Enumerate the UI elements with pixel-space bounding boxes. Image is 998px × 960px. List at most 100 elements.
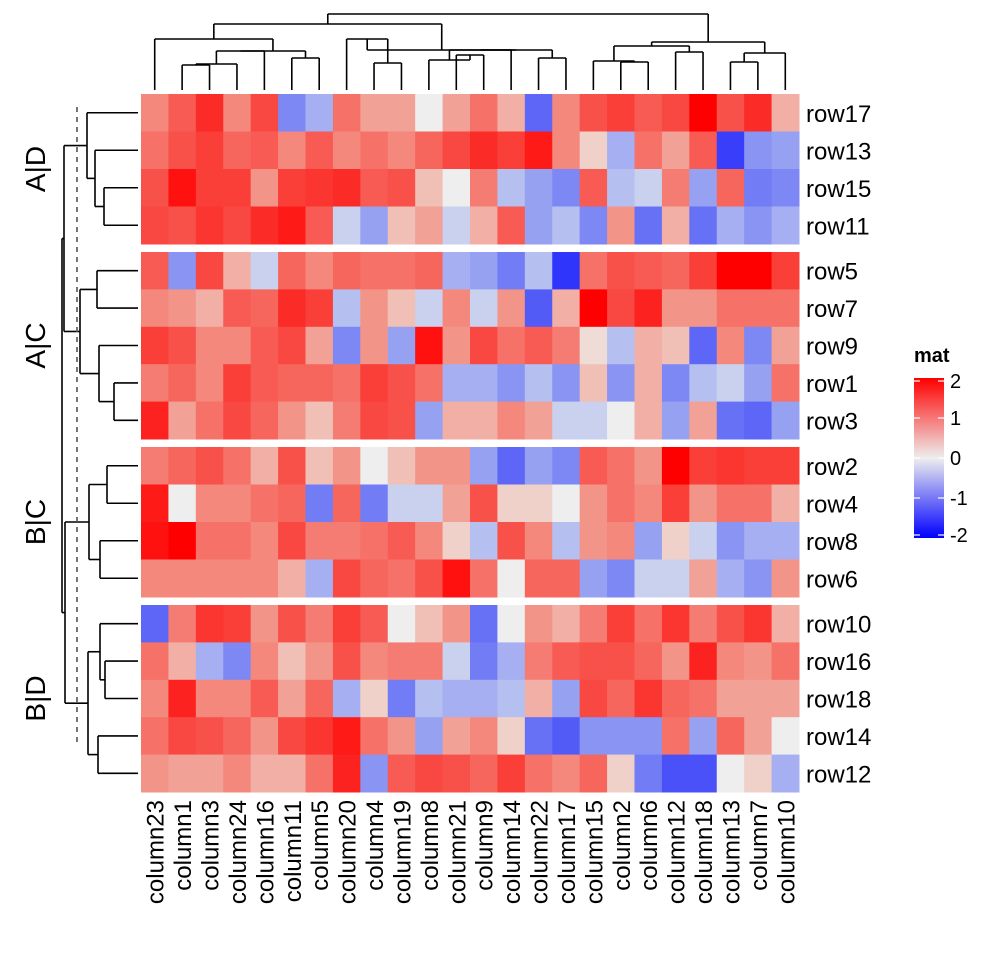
heatmap-cell	[168, 401, 197, 440]
heatmap-cell	[223, 679, 252, 718]
heatmap-cell	[634, 605, 663, 643]
heatmap-cell	[195, 605, 224, 643]
heatmap-cell	[223, 289, 252, 328]
heatmap-cell	[579, 717, 608, 756]
heatmap-cell	[360, 559, 389, 598]
heatmap-cell	[223, 559, 252, 598]
heatmap-cell	[524, 169, 553, 207]
column-dendrogram	[153, 13, 787, 90]
heatmap-cell	[195, 252, 224, 290]
heatmap-cell	[168, 559, 197, 598]
heatmap-cell	[771, 447, 800, 485]
heatmap-cell	[607, 326, 635, 365]
heatmap-cell	[524, 754, 553, 793]
heatmap-cell	[305, 401, 334, 440]
heatmap-cell	[607, 252, 635, 290]
heatmap-cell	[497, 131, 526, 170]
heatmap-cell	[415, 326, 444, 365]
heatmap-cell	[524, 289, 553, 328]
heatmap-cell	[442, 326, 471, 365]
heatmap-cell	[607, 364, 635, 403]
heatmap-cell	[689, 559, 718, 598]
heatmap-cell	[195, 559, 224, 598]
heatmap-cell	[278, 289, 306, 328]
row-split-label: A|D	[20, 146, 51, 192]
heatmap-cell	[332, 754, 361, 793]
heatmap-cell	[634, 522, 663, 560]
heatmap-cell	[661, 522, 690, 560]
legend-tick-label: 0	[950, 448, 961, 470]
heatmap-cell	[634, 717, 663, 756]
heatmap-cell	[168, 289, 197, 328]
heatmap-cell	[168, 94, 197, 132]
heatmap-cell	[360, 169, 389, 207]
heatmap-cell	[141, 605, 169, 643]
heatmap-cell	[716, 131, 745, 170]
heatmap-cell	[744, 447, 773, 485]
heatmap-cell	[387, 559, 416, 598]
heatmap-cell	[141, 94, 169, 132]
heatmap-cell	[360, 679, 389, 718]
color-legend: mat 2 1 0 -1 -2	[914, 345, 968, 547]
column-label: column23	[143, 800, 170, 904]
heatmap-cell	[716, 401, 745, 440]
legend-tick-label: 2	[950, 371, 961, 393]
row-label: row15	[806, 176, 871, 203]
column-label: column5	[307, 800, 334, 891]
heatmap-cell	[442, 364, 471, 403]
heatmap-cell	[744, 326, 773, 365]
heatmap-cell	[744, 717, 773, 756]
heatmap-cell	[634, 206, 663, 245]
heatmap-cell	[195, 169, 224, 207]
heatmap-cell	[360, 401, 389, 440]
heatmap-cell	[223, 326, 252, 365]
heatmap-cell	[141, 206, 169, 245]
heatmap-cell	[497, 679, 526, 718]
heatmap-cell	[607, 484, 635, 523]
heatmap-cell	[387, 642, 416, 681]
heatmap-cell	[141, 169, 169, 207]
heatmap-cell	[250, 559, 279, 598]
heatmap-cell	[634, 559, 663, 598]
heatmap-cell	[360, 206, 389, 245]
column-labels: column23 column1 column3 column24 column16 co…	[143, 800, 801, 904]
heatmap-cell	[442, 289, 471, 328]
heatmap-cell	[168, 679, 197, 718]
heatmap-cell	[607, 559, 635, 598]
heatmap-cell	[195, 642, 224, 681]
heatmap-cell	[579, 642, 608, 681]
heatmap-cell	[415, 559, 444, 598]
heatmap-cells	[141, 94, 800, 793]
heatmap-cell	[716, 642, 745, 681]
heatmap-cell	[415, 206, 444, 245]
heatmap-cell	[716, 169, 745, 207]
heatmap-cell	[195, 206, 224, 245]
heatmap-cell	[470, 206, 498, 245]
heatmap-cell	[278, 484, 306, 523]
heatmap-cell	[223, 206, 252, 245]
heatmap-cell	[771, 717, 800, 756]
heatmap-cell	[689, 364, 718, 403]
heatmap-cell	[141, 401, 169, 440]
heatmap-cell	[387, 447, 416, 485]
heatmap-cell	[442, 169, 471, 207]
heatmap-cell	[415, 484, 444, 523]
heatmap-cell	[552, 754, 581, 793]
heatmap-cell	[607, 131, 635, 170]
heatmap-cell	[305, 289, 334, 328]
row-label: row17	[806, 101, 871, 128]
heatmap-cell	[168, 717, 197, 756]
heatmap-cell	[689, 447, 718, 485]
heatmap-cell	[442, 131, 471, 170]
heatmap-cell	[332, 364, 361, 403]
heatmap-cell	[195, 401, 224, 440]
heatmap-cell	[305, 252, 334, 290]
row-label: row4	[806, 491, 858, 518]
heatmap-cell	[552, 605, 581, 643]
heatmap-cell	[387, 206, 416, 245]
heatmap-cell	[141, 252, 169, 290]
heatmap-cell	[168, 605, 197, 643]
heatmap-cell	[141, 484, 169, 523]
heatmap-cell	[332, 289, 361, 328]
heatmap-cell	[332, 169, 361, 207]
